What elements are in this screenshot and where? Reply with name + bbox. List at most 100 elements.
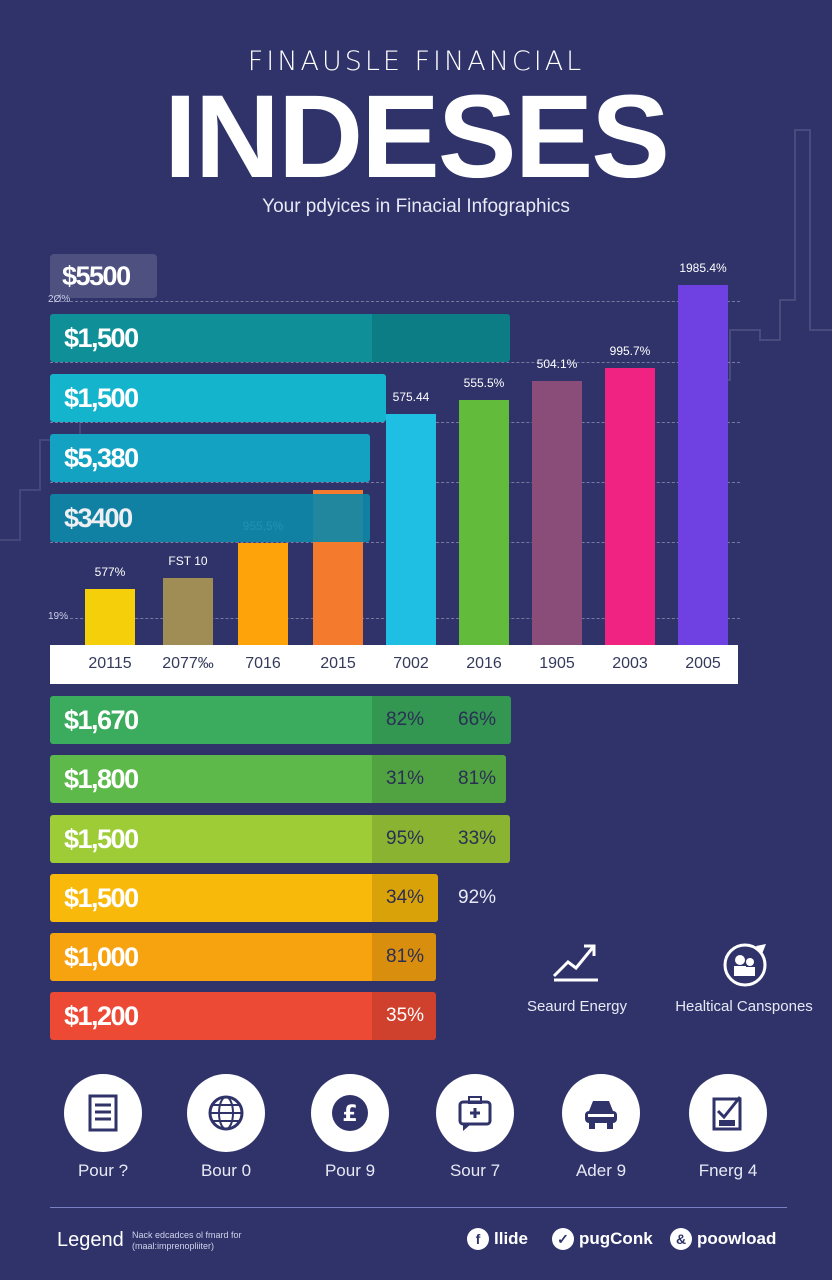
category-chart[interactable] xyxy=(689,1074,767,1152)
bottom-bar: $1,800 31% 81% xyxy=(50,755,506,803)
bar-pct: 81% xyxy=(386,946,425,967)
top-value-text: $5500 xyxy=(62,261,131,291)
currency-icon: £ xyxy=(332,1095,368,1131)
facebook-icon: f xyxy=(467,1228,489,1250)
legend-title: Legend xyxy=(57,1229,124,1251)
bar-pct: 33% xyxy=(458,828,497,849)
bar-value: $1,500 xyxy=(64,323,139,353)
category-label: Ader 9 xyxy=(575,1161,627,1180)
data-label: FST 10 xyxy=(168,554,208,569)
kicker-title: FINAUSLE FINANCIAL xyxy=(247,46,585,77)
legend-note: Nack edcadces ol fmard for (maal:impreno… xyxy=(132,1230,242,1251)
x-tick-label: 2016 xyxy=(466,655,502,672)
top-bar: $1,500 xyxy=(50,314,510,362)
feature-label: Healtical Canspones xyxy=(675,998,813,1015)
category-document[interactable] xyxy=(64,1074,142,1152)
car-icon xyxy=(585,1101,617,1129)
top-bar: $1,500 xyxy=(50,374,386,422)
bar-pct-outside: 92% xyxy=(458,887,497,908)
bar-value: $1,500 xyxy=(64,883,139,913)
y-tick: 2Ø% xyxy=(48,294,71,305)
subtitle: Your pdyices in Finacial Infographics xyxy=(262,196,570,217)
data-label: 995.7% xyxy=(609,344,651,359)
people-circle-icon xyxy=(723,943,767,987)
category-label: Fnerg 4 xyxy=(698,1161,758,1180)
footer-divider xyxy=(50,1207,787,1208)
chart-bar xyxy=(163,578,213,645)
x-axis: 20115 2077‰ 7016 2015 7002 2016 1905 2003 2005 xyxy=(50,645,738,684)
bar-pct: 95% xyxy=(386,828,425,849)
document-icon xyxy=(88,1094,118,1132)
bar-value: $1,200 xyxy=(64,1001,139,1031)
data-label: 577% xyxy=(94,564,126,579)
bar-pct: 82% xyxy=(386,709,425,730)
bar-value: $1,670 xyxy=(64,705,139,735)
bar-pct: 34% xyxy=(386,887,425,908)
gridline xyxy=(50,362,740,363)
x-tick-label: 7002 xyxy=(393,655,429,672)
chart-clipboard-icon xyxy=(712,1096,742,1131)
social-facebook[interactable]: f llide xyxy=(467,1228,528,1250)
twitter-icon: ✓ xyxy=(552,1228,574,1250)
social-label: pugConk xyxy=(579,1229,653,1248)
chart-bar xyxy=(386,413,436,645)
chart-bar xyxy=(459,399,509,645)
medical-kit-icon xyxy=(458,1096,492,1131)
social-label: llide xyxy=(494,1229,529,1248)
chart-bar xyxy=(678,285,728,645)
category-label: Pour 9 xyxy=(324,1161,376,1180)
x-tick-label: 2015 xyxy=(320,655,356,672)
bottom-bar: $1,200 35% xyxy=(50,992,436,1040)
category-label: Sour 7 xyxy=(449,1161,501,1180)
bar-value: $5,380 xyxy=(64,443,139,473)
x-tick-label: 20115 xyxy=(88,655,132,672)
globe-icon xyxy=(208,1095,244,1131)
feature-label: Seaurd Energy xyxy=(526,998,628,1015)
category-medical[interactable] xyxy=(436,1074,514,1152)
social-download[interactable]: & poowload xyxy=(670,1228,776,1250)
chart-bar xyxy=(238,543,288,645)
category-label: Pour ? xyxy=(77,1161,129,1180)
top-bar: $5,380 xyxy=(50,434,370,482)
x-tick-label: 2077‰ xyxy=(162,655,214,672)
data-label: 575.44 xyxy=(392,389,430,404)
bar-value: $1,500 xyxy=(64,383,139,413)
trend-up-icon xyxy=(552,944,598,982)
svg-text:£: £ xyxy=(342,1102,357,1127)
bar-pct: 66% xyxy=(458,709,497,730)
page-title: INDESES xyxy=(163,71,670,203)
x-tick-label: 1905 xyxy=(539,655,575,672)
bar-pct: 81% xyxy=(458,768,497,789)
x-tick-label: 2005 xyxy=(685,655,721,672)
data-label: 1985.4% xyxy=(679,261,727,275)
gridline xyxy=(50,301,740,302)
bar-pct: 35% xyxy=(386,1005,425,1026)
y-tick: 19% xyxy=(48,611,69,622)
bar-value: $3400 xyxy=(64,503,133,533)
bottom-bar: $1,670 82% 66% xyxy=(50,696,511,744)
category-currency[interactable]: £ xyxy=(311,1074,389,1152)
bar-pct: 31% xyxy=(386,768,425,789)
bottom-bar: $1,500 95% 33% xyxy=(50,815,510,863)
bottom-bar: $1,500 34% xyxy=(50,874,438,922)
data-label: 504.1% xyxy=(536,357,578,372)
bar-value: $1,000 xyxy=(64,942,139,972)
category-globe[interactable] xyxy=(187,1074,265,1152)
chart-bar xyxy=(85,588,135,645)
top-bar: $3400 xyxy=(50,494,370,542)
category-car[interactable] xyxy=(562,1074,640,1152)
chart-bar xyxy=(532,381,582,645)
top-value-tag: $5500 xyxy=(50,254,157,298)
chart-bar xyxy=(605,368,655,645)
bar-value: $1,800 xyxy=(64,764,139,794)
bar-value: $1,500 xyxy=(64,824,139,854)
social-label: poowload xyxy=(697,1229,777,1248)
ampersand-icon: & xyxy=(670,1228,692,1250)
data-label: 555.5% xyxy=(463,375,505,390)
vertical-bar-chart: 577%FST 10955,5%857,56575.44555.5%504.1%… xyxy=(85,261,728,645)
category-label: Bour 0 xyxy=(200,1161,252,1180)
social-twitter[interactable]: ✓ pugConk xyxy=(552,1228,653,1250)
x-tick-label: 7016 xyxy=(245,655,281,672)
bottom-bar: $1,000 81% xyxy=(50,933,436,981)
x-tick-label: 2003 xyxy=(612,655,648,672)
